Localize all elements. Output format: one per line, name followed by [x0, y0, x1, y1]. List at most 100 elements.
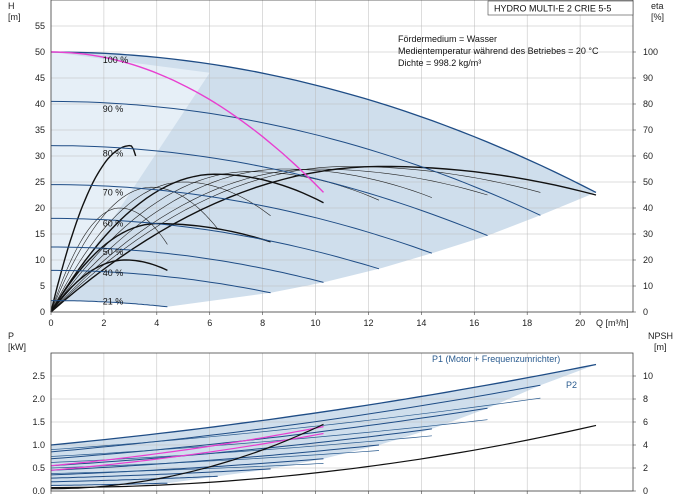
h-tick-label: 45	[35, 73, 45, 83]
h-tick-label: 5	[40, 281, 45, 291]
h-tick-label: 55	[35, 21, 45, 31]
efficiency-curve	[50, 181, 271, 313]
speed-label: 50 %	[103, 247, 124, 257]
x-tick-label: 14	[416, 318, 426, 328]
head-curve	[51, 217, 380, 270]
h-tick-label: 40	[35, 99, 45, 109]
head-curve	[51, 246, 324, 283]
npsh-tick-label: 6	[643, 417, 648, 427]
p-axis-label: P	[8, 331, 14, 341]
h-tick-label: 0	[40, 307, 45, 317]
eta-tick-label: 0	[643, 307, 648, 317]
x-tick-label: 18	[522, 318, 532, 328]
p-tick-label: 1.5	[32, 417, 45, 427]
npsh-tick-label: 10	[643, 371, 653, 381]
p2-curve	[50, 397, 541, 450]
efficiency-curve	[50, 207, 168, 313]
power-npsh-panel: 0.0 0.5 1.0 1.5 2.0 2.5 0 2 4 6 8 10 P [kW] NPSH [m…	[8, 331, 673, 496]
eta-tick-label: 70	[643, 125, 653, 135]
speed-labels: 100 % 90 % 80 % 70 % 60 % 50 % 40 % 21 %	[103, 55, 129, 307]
eta-tick-label: 100	[643, 47, 658, 57]
p1-curve	[50, 475, 218, 483]
power-range-shade	[51, 364, 596, 491]
speed-label: 21 %	[103, 297, 124, 307]
x-tick-label: 16	[469, 318, 479, 328]
efficiency-curve	[50, 168, 433, 313]
p2-curve	[50, 419, 488, 457]
h-axis-unit: [m]	[8, 12, 21, 22]
p-tick-label: 2.5	[32, 371, 45, 381]
head-curve	[51, 184, 433, 254]
h-tick-label: 15	[35, 229, 45, 239]
p1-curve	[50, 444, 380, 471]
head-curve	[50, 51, 597, 193]
x-tick-label: 8	[260, 318, 265, 328]
p2-curve	[50, 450, 380, 469]
eta-tick-label: 60	[643, 151, 653, 161]
p1-curve	[50, 363, 597, 446]
p-tick-label: 2.0	[32, 394, 45, 404]
head-curve	[50, 145, 488, 237]
speed-label: 70 %	[103, 187, 124, 197]
x-tick-label: 12	[363, 318, 373, 328]
speed-label: 40 %	[103, 268, 124, 278]
speed-label: 80 %	[103, 148, 124, 158]
p1-curve	[50, 407, 488, 460]
efficiency-curve-bold	[50, 165, 597, 313]
eta-axis-label: eta	[651, 1, 664, 11]
x-tick-label: 10	[311, 318, 321, 328]
top-ticks: 0 2 4 6 8 10 12 14 16 18 20 0 5 10 15 20 25 30 35 40 45 50 55 0…	[35, 21, 658, 328]
eta-tick-label: 10	[643, 281, 653, 291]
efficiency-curve	[50, 166, 541, 313]
p1-curve	[50, 384, 541, 453]
eta-tick-label: 90	[643, 73, 653, 83]
efficiency-curves	[50, 144, 597, 313]
efficiency-curve	[50, 186, 218, 313]
head-efficiency-panel: 0 2 4 6 8 10 12 14 16 18 20 0 5 10 15 20 25 30 35 40 45 50 55 0…	[8, 0, 664, 328]
h-tick-label: 35	[35, 125, 45, 135]
npsh-curve	[50, 424, 597, 489]
x-tick-label: 6	[207, 318, 212, 328]
head-curve	[51, 269, 271, 294]
annotation-medium: Fördermedium = Wasser	[398, 34, 497, 44]
h-tick-label: 20	[35, 203, 45, 213]
bottom-ticks: 0.0 0.5 1.0 1.5 2.0 2.5 0 2 4 6 8 10	[32, 371, 653, 496]
p1-curve	[50, 458, 324, 476]
duty-power-curve	[50, 432, 324, 471]
x-tick-label: 4	[154, 318, 159, 328]
h-tick-label: 10	[35, 255, 45, 265]
efficiency-curve-bold	[50, 259, 168, 313]
speed-label: 100 %	[103, 55, 129, 65]
p1-curve	[50, 428, 432, 467]
h-tick-label: 50	[35, 47, 45, 57]
x-tick-label: 20	[575, 318, 585, 328]
head-curve	[51, 300, 168, 308]
top-frame	[50, 0, 634, 313]
efficiency-curve-bold	[50, 173, 324, 313]
title-box	[487, 0, 634, 16]
speed-label: 90 %	[103, 104, 124, 114]
efficiency-curve	[50, 168, 488, 313]
eta-tick-label: 30	[643, 229, 653, 239]
eta-tick-label: 20	[643, 255, 653, 265]
power-area	[51, 364, 596, 491]
h-tick-label: 25	[35, 177, 45, 187]
chart-title: HYDRO MULTI-E 2 CRIE 5-5	[494, 4, 611, 14]
x-tick-label: 2	[101, 318, 106, 328]
p1-curve	[50, 468, 271, 479]
eta-tick-label: 80	[643, 99, 653, 109]
p-tick-label: 1.0	[32, 440, 45, 450]
npsh-axis-unit: [m]	[654, 342, 667, 352]
series-label-p1: P1 (Motor + Frequenzumrichter)	[432, 354, 560, 364]
npsh-axis-label: NPSH	[648, 331, 673, 341]
eta-tick-label: 40	[643, 203, 653, 213]
head-curve	[50, 100, 541, 216]
p-tick-label: 0.5	[32, 463, 45, 473]
series-label-p2: P2	[566, 380, 577, 390]
p1-curve	[50, 482, 168, 486]
top-grid	[50, 0, 633, 313]
power-curves	[50, 363, 597, 490]
eta-axis-unit: [%]	[651, 12, 664, 22]
